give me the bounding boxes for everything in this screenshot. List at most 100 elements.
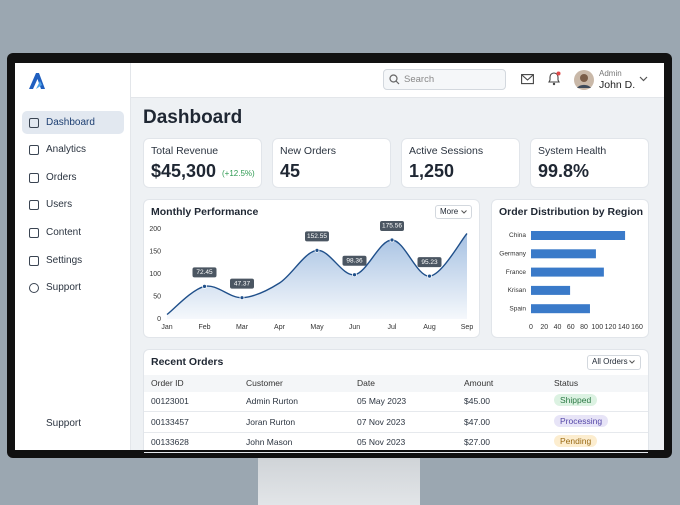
monitor-stand xyxy=(258,456,420,505)
x-tick-label: Jul xyxy=(388,324,397,331)
orders-filter[interactable] xyxy=(587,355,641,370)
bar xyxy=(531,267,604,277)
column-header: Order ID xyxy=(151,378,184,388)
row-divider xyxy=(144,432,648,433)
table-cell: Joran Rurton xyxy=(246,417,296,427)
kpi-value: 99.8% xyxy=(538,161,590,181)
row-divider xyxy=(144,411,648,412)
table-cell: 00123001 xyxy=(151,396,189,406)
kpi-card xyxy=(401,138,520,188)
data-label-bg xyxy=(305,231,329,242)
data-label: 98.36 xyxy=(346,257,363,264)
y-tick-label: Krisan xyxy=(508,287,527,294)
y-tick-label: 200 xyxy=(149,226,161,233)
nav-icon xyxy=(29,200,39,210)
table-cell: Admin Rurton xyxy=(246,396,298,406)
kpi-card xyxy=(530,138,649,188)
kpi-value: 1,250 xyxy=(409,161,455,181)
table-cell: 05 May 2023 xyxy=(357,396,407,406)
kpi-label: Total Revenue xyxy=(151,145,219,157)
x-tick-label: May xyxy=(310,324,324,331)
nav-icon xyxy=(29,145,39,155)
bar xyxy=(531,304,590,314)
chevron xyxy=(629,360,635,364)
avatar[interactable] xyxy=(574,70,594,90)
kpi-card xyxy=(143,138,262,188)
nav-icon xyxy=(29,173,39,183)
mail-icon[interactable] xyxy=(521,74,534,85)
point xyxy=(427,273,432,279)
bar xyxy=(531,249,596,259)
nav-item[interactable]: Content xyxy=(46,227,82,238)
nav-item[interactable]: Dashboard xyxy=(46,117,95,128)
nav-item[interactable]: Support xyxy=(46,418,82,429)
x-tick-label: Mar xyxy=(236,324,249,331)
data-label-bg xyxy=(192,267,217,278)
kpi-card xyxy=(272,138,391,188)
search-icon xyxy=(389,74,400,85)
y-tick-label: China xyxy=(509,232,526,239)
user-role: Admin xyxy=(599,69,622,78)
data-label: 95.23 xyxy=(421,259,438,266)
y-tick-label: 0 xyxy=(157,316,161,323)
x-tick-label: Apr xyxy=(274,324,286,331)
y-tick-label: 100 xyxy=(149,271,161,278)
column-header: Date xyxy=(357,378,375,388)
status-badge: Shipped xyxy=(554,394,598,406)
point xyxy=(314,247,320,253)
kpi-label: System Health xyxy=(538,145,607,157)
status-badge: Pending xyxy=(554,435,598,447)
x-tick-label: Feb xyxy=(198,324,210,331)
kpi-value: $45,300 xyxy=(151,161,217,181)
point xyxy=(202,283,207,289)
x-tick-label: Sep xyxy=(461,324,474,331)
table-cell: 07 Nov 2023 xyxy=(357,417,406,427)
data-label: 72.45 xyxy=(196,269,213,276)
x-tick-label: 60 xyxy=(567,324,575,331)
nav-item[interactable]: Analytics xyxy=(46,144,87,155)
more-button[interactable] xyxy=(435,205,472,219)
y-tick-label: 150 xyxy=(149,248,161,255)
chevron xyxy=(461,210,467,214)
x-tick-label: 0 xyxy=(529,324,533,331)
y-tick-label: France xyxy=(506,269,527,276)
kpi-label: New Orders xyxy=(280,145,337,157)
point xyxy=(389,237,395,243)
nav-icon xyxy=(29,256,39,266)
chart-title: Monthly Performance xyxy=(151,206,259,218)
table-cell: $27.00 xyxy=(464,437,490,447)
x-tick-label: Aug xyxy=(423,324,436,331)
x-tick-label: 160 xyxy=(631,324,643,331)
nav-item[interactable]: Settings xyxy=(46,255,83,266)
nav-item[interactable]: Orders xyxy=(46,172,77,183)
kpi-value: 45 xyxy=(280,161,301,181)
bell-icon[interactable] xyxy=(547,71,561,86)
orders-title: Recent Orders xyxy=(151,356,224,368)
bar xyxy=(531,231,626,240)
data-label: 47.37 xyxy=(234,280,251,287)
page-title: Dashboard xyxy=(143,107,243,128)
x-tick-label: 80 xyxy=(580,324,588,331)
column-header: Customer xyxy=(246,378,283,388)
more-button-label: More xyxy=(440,207,459,216)
nav-item[interactable]: Support xyxy=(46,282,82,293)
logo xyxy=(29,73,45,89)
point xyxy=(352,272,357,278)
search-placeholder: Search xyxy=(404,74,435,85)
x-tick-label: 20 xyxy=(540,324,548,331)
data-label-bg xyxy=(230,278,254,289)
x-tick-label: Jun xyxy=(349,324,360,331)
kpi-label: Active Sessions xyxy=(409,145,484,157)
x-tick-label: 140 xyxy=(618,324,630,331)
nav-item[interactable]: Users xyxy=(46,199,73,210)
x-tick-label: Jan xyxy=(161,324,172,331)
x-tick-label: 100 xyxy=(591,324,603,331)
search-box[interactable] xyxy=(383,69,506,90)
orders-filter-label: All Orders xyxy=(592,357,628,366)
status-badge: Processing xyxy=(554,415,609,427)
chart-title: Order Distribution by Region xyxy=(499,206,644,218)
user-menu-chevron[interactable] xyxy=(639,76,648,82)
user-name[interactable]: John D. xyxy=(599,79,636,91)
